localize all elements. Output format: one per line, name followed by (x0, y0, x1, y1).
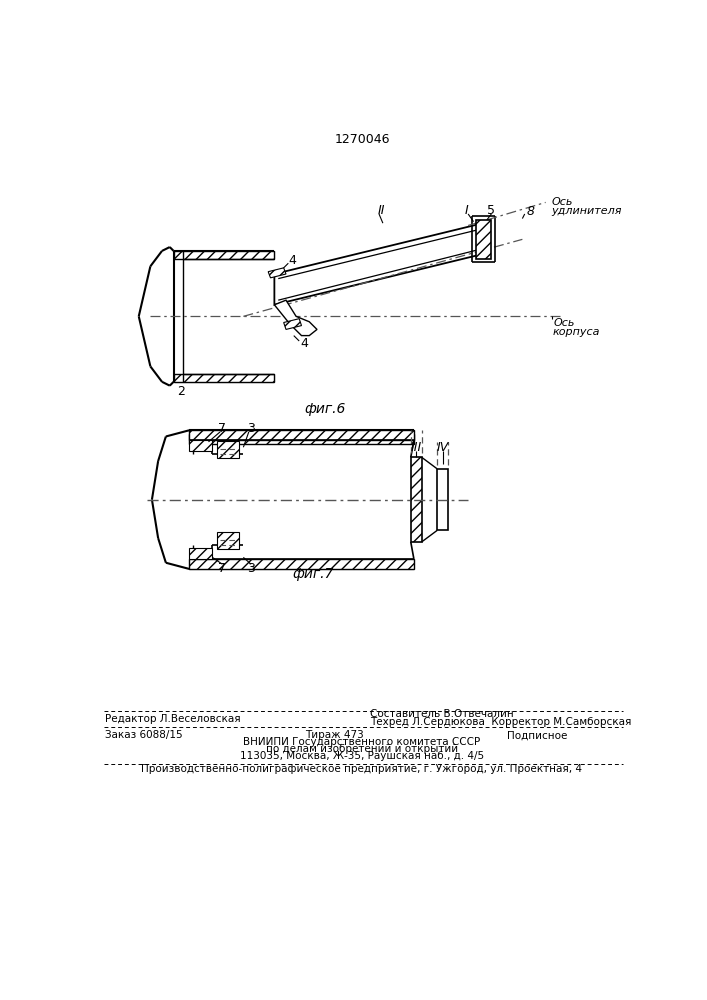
Text: 8: 8 (526, 205, 534, 218)
Polygon shape (411, 457, 421, 542)
Text: ВНИИПИ Государственного комитета СССР: ВНИИПИ Государственного комитета СССР (243, 737, 481, 747)
Text: фиг.6: фиг.6 (304, 402, 346, 416)
Text: 7: 7 (218, 422, 226, 434)
Text: Ось: Ось (551, 197, 573, 207)
Polygon shape (437, 469, 448, 530)
Text: Техред Л.Сердюкова  Корректор М.Самборская: Техред Л.Сердюкова Корректор М.Самборска… (370, 717, 631, 727)
Polygon shape (274, 300, 317, 336)
Text: Редактор Л.Веселовская: Редактор Л.Веселовская (105, 714, 241, 724)
Text: по делам изобретений и открытий: по делам изобретений и открытий (266, 744, 458, 754)
Polygon shape (274, 224, 480, 305)
Text: 1270046: 1270046 (334, 133, 390, 146)
Polygon shape (174, 251, 274, 259)
Polygon shape (217, 441, 239, 458)
Text: 7: 7 (218, 562, 226, 575)
Text: IV: IV (436, 441, 449, 454)
Polygon shape (217, 532, 239, 549)
Polygon shape (189, 430, 414, 440)
Text: Производственно-полиграфическое предприятие, г. Ужгород, ул. Проектная, 4: Производственно-полиграфическое предприя… (141, 764, 583, 774)
Text: 5: 5 (487, 204, 496, 217)
Text: Заказ 6088/15: Заказ 6088/15 (105, 730, 183, 740)
Text: Подписное: Подписное (507, 730, 567, 740)
Polygon shape (189, 434, 414, 444)
Polygon shape (189, 548, 212, 559)
Text: 2: 2 (177, 385, 185, 398)
Text: Тираж 473: Тираж 473 (305, 730, 364, 740)
Text: 4: 4 (300, 337, 308, 350)
Polygon shape (189, 559, 414, 569)
Text: корпуса: корпуса (553, 327, 600, 337)
Text: Ось: Ось (554, 318, 575, 328)
Text: 3: 3 (247, 562, 255, 575)
Polygon shape (189, 440, 212, 451)
Text: II: II (378, 204, 385, 217)
Polygon shape (476, 220, 491, 259)
Polygon shape (174, 374, 274, 382)
Text: 3: 3 (247, 422, 255, 434)
Polygon shape (284, 319, 301, 329)
Text: удлинителя: удлинителя (551, 206, 621, 216)
Text: III: III (411, 441, 422, 454)
Text: I: I (464, 204, 469, 217)
Text: Составитель В.Отвечалин: Составитель В.Отвечалин (370, 709, 513, 719)
Text: 4: 4 (288, 254, 296, 267)
Text: 113035, Москва, Ж-35, Раушская наб., д. 4/5: 113035, Москва, Ж-35, Раушская наб., д. … (240, 751, 484, 761)
Text: фиг.7: фиг.7 (293, 567, 334, 581)
Polygon shape (268, 268, 286, 278)
